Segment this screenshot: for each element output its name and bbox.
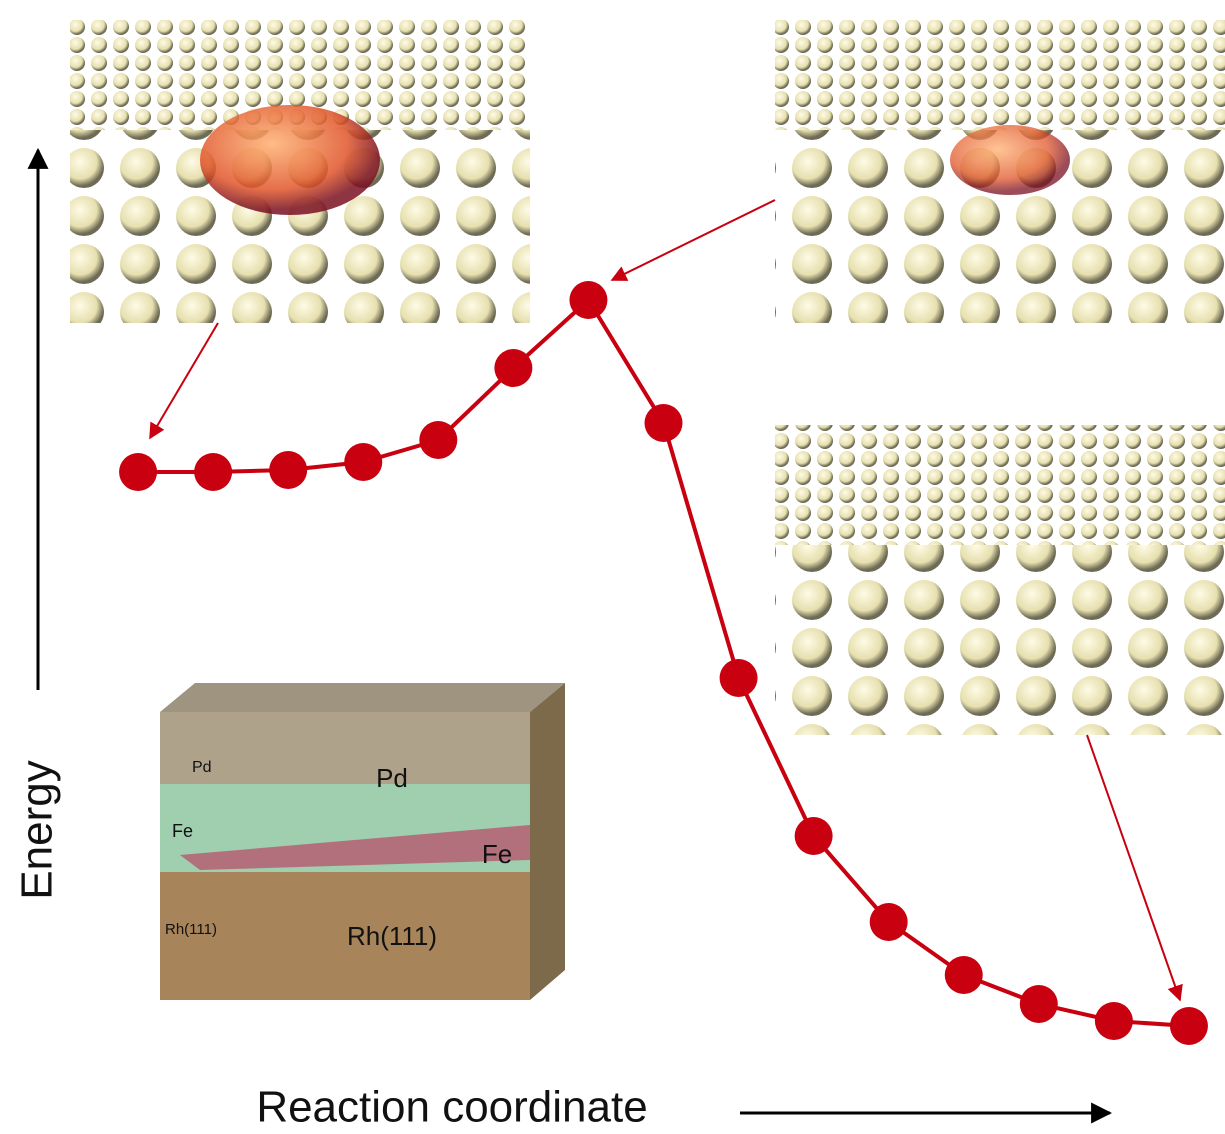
image-point: [1170, 1007, 1208, 1045]
image-point: [870, 903, 908, 941]
layer-stack: Pd Pd Fe Fe Rh(111) Rh(111): [160, 683, 565, 1000]
y-axis-label: Energy: [13, 760, 62, 899]
pointer-arrow: [150, 323, 218, 438]
pointer-arrow: [1087, 735, 1180, 1000]
image-point: [194, 453, 232, 491]
inset-saddle: [775, 20, 1225, 323]
inset-ferromagnet: [775, 425, 1225, 735]
image-point: [494, 349, 532, 387]
image-point: [1095, 1002, 1133, 1040]
image-point: [645, 404, 683, 442]
image-point: [1020, 985, 1058, 1023]
layer-label: Pd: [192, 759, 212, 776]
image-point: [720, 659, 758, 697]
image-point: [569, 281, 607, 319]
image-point: [795, 817, 833, 855]
image-point: [945, 956, 983, 994]
layer-label: Fe: [482, 839, 512, 869]
layer-label: Fe: [172, 821, 193, 841]
x-axis-label: Reaction coordinate: [256, 1083, 647, 1132]
layer-label: Rh(111): [347, 921, 437, 951]
image-point: [344, 443, 382, 481]
layer-label: Rh(111): [165, 921, 217, 938]
pointer-arrow: [612, 200, 775, 280]
image-point: [419, 421, 457, 459]
image-point: [119, 453, 157, 491]
chart: Pd Pd Fe Fe Rh(111) Rh(111) Energy React…: [0, 0, 1225, 1134]
inset-skyrmion: [70, 20, 530, 323]
layer-label: Pd: [376, 763, 408, 793]
image-point: [269, 451, 307, 489]
